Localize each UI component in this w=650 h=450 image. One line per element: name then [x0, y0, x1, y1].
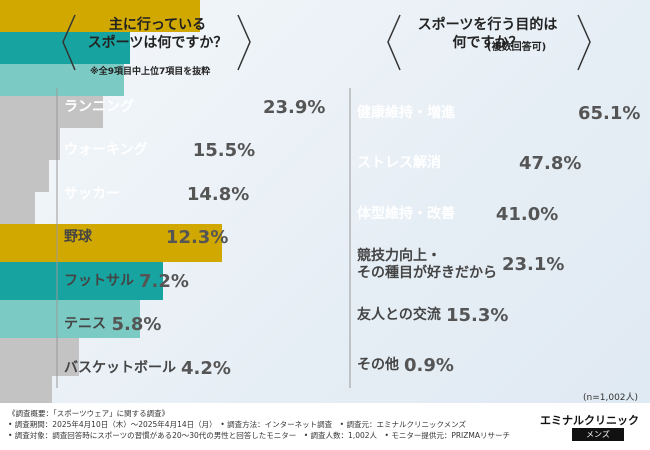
bar	[0, 160, 49, 192]
category-label: バスケットボール	[64, 359, 176, 376]
category-label: 健康維持・増進	[357, 104, 455, 121]
bar	[0, 64, 124, 96]
category-label: ストレス解消	[357, 155, 441, 171]
bar	[0, 0, 200, 32]
category-label: 競技力向上・ その種目が好きだから	[357, 247, 497, 281]
chart-title: スポーツを行う目的は 何ですか？	[417, 17, 558, 51]
category-label: 体型維持・改善	[357, 205, 455, 222]
footer-line: • 調査期間：2025年4月10日（木）～2025年4月14日（月） • 調査方…	[8, 420, 467, 429]
bar	[0, 338, 79, 376]
value-label: 7.2%	[139, 270, 189, 292]
bar	[0, 262, 163, 300]
value-label: 65.1%	[578, 102, 641, 124]
value-label: 41.0%	[495, 203, 559, 225]
footer-line: • 調査対象：調査回答時にスポーツの習慣がある20～30代の男性と回答したモニタ…	[8, 431, 511, 440]
sample-size: (n=1,002人)	[583, 393, 639, 403]
value-label: 47.8%	[519, 153, 582, 174]
chart-subtitle: (複数回答可)	[487, 42, 547, 53]
bar	[0, 300, 140, 338]
bar	[0, 192, 36, 224]
bar	[0, 96, 103, 128]
value-label: 0.9%	[404, 355, 454, 376]
logo-name: エミナルクリニック	[540, 414, 639, 427]
category-label: 野球	[64, 229, 92, 245]
category-label: ウォーキング	[64, 142, 148, 158]
logo-sub: メンズ	[572, 428, 624, 441]
category-label: テニス	[64, 316, 106, 332]
value-label: 15.3%	[446, 304, 509, 326]
value-label: 14.8%	[186, 183, 250, 205]
value-label: 23.1%	[502, 254, 565, 275]
category-label: サッカー	[64, 185, 120, 202]
value-label: 15.5%	[192, 140, 256, 161]
category-label: フットサル	[64, 272, 134, 289]
category-label: ランニング	[64, 98, 134, 115]
bar	[0, 224, 222, 262]
value-label: 4.2%	[181, 357, 231, 379]
value-label: 12.3%	[165, 227, 229, 248]
note: ※全9項目中上位7項目を抜粋	[90, 67, 211, 77]
value-label: 23.9%	[263, 96, 326, 118]
chart-title: 主に行っている スポーツは何ですか？	[87, 17, 228, 51]
category-label: 友人との交流	[357, 306, 441, 323]
category-label: その他	[357, 357, 399, 373]
footer-line: 《調査概要：「スポーツウェア」に関する調査》	[8, 409, 170, 418]
value-label: 5.8%	[111, 314, 162, 335]
bar	[0, 128, 61, 160]
